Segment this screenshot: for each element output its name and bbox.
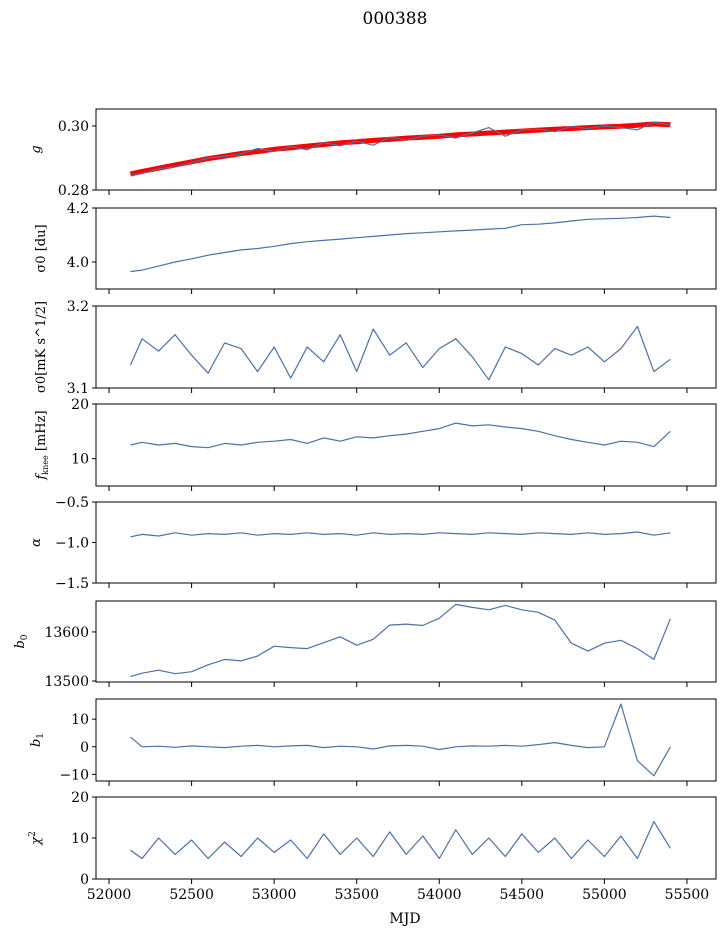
series-line-data: [130, 121, 671, 177]
plot-area: [95, 403, 717, 487]
y-axis-label: σ0[mK s^1/2]: [34, 301, 49, 393]
subplot-4: 10 20 fknee [mHz]: [34, 397, 717, 491]
series-line-data: [130, 703, 671, 777]
y-axis-label: σ0 [du]: [34, 224, 49, 272]
y-tick-label: 10: [71, 712, 89, 728]
x-tick-label: 52000: [87, 887, 132, 903]
plot-area: [95, 796, 717, 880]
plot-area: [95, 501, 717, 584]
plot-area: [95, 108, 717, 191]
y-axis-label: fknee [mHz]: [34, 410, 50, 480]
x-tick-label: 53500: [334, 887, 379, 903]
series-line-data: [130, 531, 671, 538]
y-tick-label: −0.5: [55, 495, 89, 511]
y-tick-label: 4.0: [67, 255, 89, 271]
series-line-data: [130, 215, 671, 273]
y-axis-label: α: [29, 538, 44, 547]
y-tick-label: 0: [80, 872, 89, 888]
y-tick-label: 20: [71, 397, 89, 413]
x-tick-label: 55000: [582, 887, 627, 903]
series-line-data: [129, 325, 671, 381]
x-tick-label: 55500: [665, 887, 710, 903]
subplot-8: 0 10 20 52000 52500 53000 53500 54000 54500 55000…: [28, 790, 717, 903]
y-tick-label: −1.0: [55, 536, 89, 552]
y-tick-label: 20: [71, 790, 89, 806]
series-line-data: [130, 422, 671, 449]
y-tick-label: 0.30: [58, 119, 89, 135]
chart-title: 000388: [363, 9, 428, 29]
subplot-3: 3.1 3.2 σ0[mK s^1/2]: [34, 299, 717, 397]
subplot-2: 4.0 4.2 σ0 [du]: [34, 201, 717, 294]
y-tick-label: 13500: [44, 674, 89, 690]
subplot-7: −10 0 10 b1: [29, 698, 717, 786]
y-tick-label: 3.1: [67, 381, 89, 397]
y-axis-label: b0: [13, 634, 30, 648]
y-tick-label: 3.2: [67, 299, 89, 315]
x-axis-label: MJD: [389, 911, 420, 927]
plot-area: [95, 305, 717, 389]
x-tick-label: 53000: [252, 887, 297, 903]
plot-area: [95, 698, 717, 782]
y-tick-label: −1.5: [55, 576, 89, 592]
y-tick-label: 0.28: [58, 183, 89, 199]
y-tick-label: 10: [71, 452, 89, 468]
x-tick-label: 54000: [417, 887, 462, 903]
series-line-data: [130, 603, 671, 678]
x-tick-label: 52500: [169, 887, 214, 903]
y-tick-label: 4.2: [67, 201, 89, 217]
plot-area: [95, 207, 717, 290]
subplot-1: 0.28 0.30 g: [29, 108, 717, 199]
y-tick-label: 0: [80, 740, 89, 756]
y-tick-label: 13600: [44, 625, 89, 641]
y-axis-label: g: [29, 145, 44, 153]
subplot-6: 13500 13600 b0: [13, 600, 717, 690]
y-axis-label: b1: [29, 733, 46, 747]
x-tick-label: 54500: [500, 887, 545, 903]
y-tick-label: −10: [59, 767, 89, 783]
y-axis-label: χ2: [28, 831, 44, 846]
subplot-5: −1.5 −1.0 −0.5 α: [29, 495, 717, 592]
y-tick-label: 10: [71, 831, 89, 847]
series-line-data: [130, 820, 671, 860]
